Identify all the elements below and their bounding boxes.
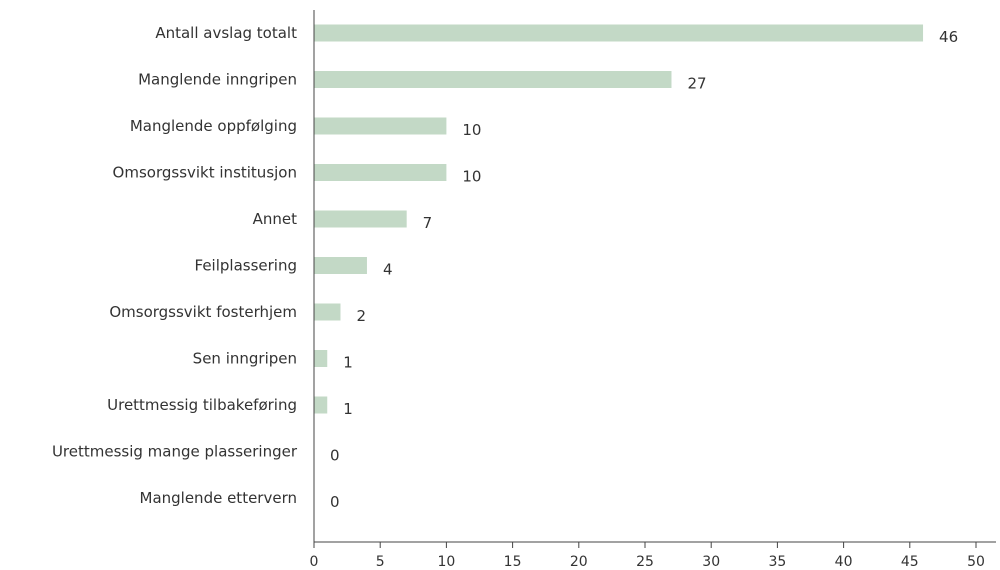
value-label-4: 7 [423, 214, 433, 232]
category-label-2: Manglende oppfølging [130, 117, 297, 135]
category-label-0: Antall avslag totalt [155, 24, 297, 42]
bar-6 [314, 303, 341, 321]
category-label-9: Urettmessig mange plasseringer [52, 443, 298, 461]
bar-5 [314, 257, 367, 274]
value-label-9: 0 [330, 447, 340, 465]
x-tick-label-8: 40 [835, 554, 853, 570]
category-label-3: Omsorgssvikt institusjon [113, 164, 297, 182]
value-label-7: 1 [343, 354, 353, 372]
category-label-7: Sen inngripen [193, 350, 297, 368]
value-label-5: 4 [383, 261, 393, 279]
bar-2 [314, 117, 447, 135]
axis-layer: 0 5 10 15 20 25 30 35 40 45 50 [310, 10, 996, 570]
category-label-8: Urettmessig tilbakeføring [107, 396, 297, 414]
x-tick-label-3: 15 [504, 554, 522, 570]
value-label-10: 0 [330, 493, 340, 511]
value-label-2: 10 [462, 121, 481, 139]
category-label-1: Manglende inngripen [138, 71, 297, 89]
x-tick-label-5: 25 [636, 554, 654, 570]
x-tick-label-10: 50 [967, 554, 985, 570]
category-label-5: Feilplassering [195, 257, 297, 275]
x-tick-label-1: 5 [376, 554, 385, 570]
labels-layer: Antall avslag totalt 46 Manglende inngripe… [52, 24, 958, 511]
bars-layer [314, 24, 924, 414]
value-label-8: 1 [343, 400, 353, 418]
x-tick-label-9: 45 [901, 554, 919, 570]
x-tick-label-2: 10 [437, 554, 455, 570]
bar-4 [314, 210, 407, 228]
x-tick-label-0: 0 [310, 554, 319, 570]
bar-8 [314, 396, 328, 414]
value-label-1: 27 [687, 75, 706, 93]
bar-1 [314, 71, 672, 88]
bar-0 [314, 24, 924, 42]
value-label-0: 46 [939, 28, 958, 46]
x-tick-label-7: 35 [768, 554, 786, 570]
category-label-4: Annet [253, 210, 298, 228]
value-label-6: 2 [356, 307, 366, 325]
category-label-6: Omsorgssvikt fosterhjem [109, 303, 297, 321]
value-label-3: 10 [462, 168, 481, 186]
bar-3 [314, 164, 447, 181]
x-tick-label-6: 30 [702, 554, 720, 570]
category-label-10: Manglende ettervern [140, 489, 298, 507]
bar-7 [314, 350, 328, 367]
x-tick-label-4: 20 [570, 554, 588, 570]
